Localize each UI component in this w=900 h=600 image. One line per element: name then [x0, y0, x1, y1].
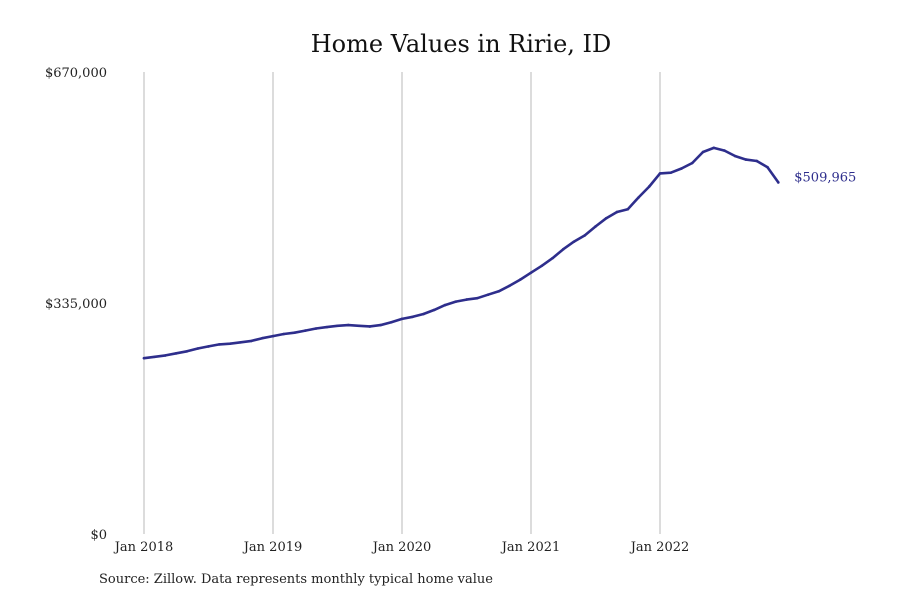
data-point	[432, 308, 436, 312]
data-point	[207, 345, 210, 348]
data-point	[196, 347, 200, 350]
data-point	[174, 352, 178, 355]
data-point	[518, 278, 522, 281]
data-point	[443, 303, 447, 307]
data-point	[346, 323, 350, 327]
series: $509,965	[142, 146, 856, 360]
data-point	[733, 154, 737, 158]
data-point	[217, 343, 221, 346]
chart-title: Home Values in Ririe, ID	[311, 30, 612, 58]
data-point	[164, 354, 167, 357]
data-point	[508, 284, 511, 288]
data-point	[250, 339, 253, 343]
data-point	[755, 159, 759, 163]
data-point	[325, 325, 329, 329]
data-point	[282, 332, 286, 336]
data-point	[379, 323, 382, 327]
data-point	[690, 161, 694, 165]
data-point	[497, 289, 501, 293]
x-tick-label: Jan 2021	[500, 540, 561, 555]
data-point	[647, 185, 651, 188]
data-point	[389, 321, 393, 324]
data-point	[422, 312, 425, 316]
y-axis: $670,000 $335,000 $0	[45, 66, 107, 543]
data-point	[260, 336, 264, 340]
data-point	[583, 234, 587, 237]
data-point	[239, 341, 243, 344]
data-point	[680, 167, 683, 170]
data-point	[776, 181, 780, 184]
source-note: Source: Zillow. Data represents monthly …	[99, 572, 493, 587]
data-point	[658, 172, 662, 175]
data-point	[303, 329, 307, 332]
data-point	[637, 196, 640, 199]
data-point	[529, 271, 533, 274]
data-point	[723, 149, 726, 152]
grid	[143, 72, 661, 534]
data-point	[669, 171, 673, 174]
data-point	[744, 158, 748, 161]
y-tick-label: $670,000	[45, 66, 107, 81]
data-point	[561, 247, 565, 251]
data-point	[615, 210, 619, 214]
data-point	[701, 150, 705, 154]
data-point	[142, 356, 146, 360]
x-tick-label: Jan 2018	[113, 540, 174, 555]
data-point	[411, 315, 415, 319]
data-point	[293, 331, 296, 334]
y-tick-label: $335,000	[45, 297, 107, 312]
data-point	[594, 225, 597, 228]
data-point	[454, 300, 458, 303]
data-point	[357, 324, 361, 328]
data-point	[228, 342, 232, 345]
data-point	[626, 207, 630, 211]
x-tick-label: Jan 2019	[242, 540, 303, 555]
data-point	[465, 298, 468, 301]
data-point	[153, 355, 157, 359]
data-point	[766, 165, 769, 169]
data-point	[486, 293, 490, 297]
data-point	[712, 146, 716, 150]
data-point	[604, 216, 608, 220]
x-tick-label: Jan 2020	[371, 540, 432, 555]
data-point	[271, 334, 275, 338]
x-tick-label: Jan 2022	[629, 540, 690, 555]
series-line	[142, 146, 780, 360]
data-point	[551, 256, 554, 260]
data-point	[368, 325, 372, 328]
data-point	[572, 240, 576, 243]
x-axis: Jan 2018 Jan 2019 Jan 2020 Jan 2021 Jan 2022	[113, 540, 690, 555]
y-tick-label: $0	[90, 528, 107, 543]
data-point	[475, 296, 479, 300]
data-point	[540, 264, 544, 268]
data-point	[336, 324, 339, 328]
data-point	[400, 317, 404, 321]
data-point	[314, 327, 318, 330]
end-value-label: $509,965	[794, 170, 856, 185]
data-point	[185, 349, 189, 353]
